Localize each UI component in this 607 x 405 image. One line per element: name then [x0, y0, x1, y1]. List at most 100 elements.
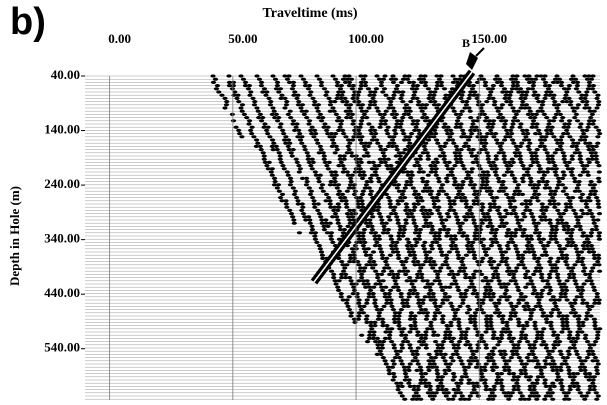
- wiggle: [327, 161, 332, 164]
- wiggle: [416, 129, 421, 132]
- wiggle: [587, 161, 592, 164]
- wiggle: [535, 186, 540, 189]
- wiggle: [366, 87, 371, 90]
- wiggle: [440, 183, 445, 186]
- wiggle: [597, 238, 602, 241]
- wiggle: [364, 183, 369, 186]
- wiggle: [388, 100, 393, 103]
- wiggle: [471, 250, 476, 253]
- wiggle: [490, 369, 495, 372]
- wiggle: [536, 394, 541, 397]
- wiggle: [396, 314, 401, 317]
- wiggle: [456, 289, 461, 292]
- wiggle: [319, 119, 324, 122]
- wiggle: [551, 161, 556, 164]
- wiggle: [339, 260, 344, 263]
- wiggle: [491, 119, 496, 122]
- wiggle: [340, 193, 345, 196]
- wiggle: [447, 334, 452, 337]
- wiggle: [592, 222, 597, 225]
- wiggle: [489, 225, 494, 228]
- wiggle: [431, 94, 436, 97]
- wiggle: [414, 241, 419, 244]
- wiggle: [470, 241, 475, 244]
- wiggle: [424, 183, 429, 186]
- wiggle: [416, 346, 421, 349]
- wiggle: [557, 298, 562, 301]
- wiggle: [387, 330, 392, 333]
- wiggle: [369, 126, 374, 129]
- wiggle: [542, 398, 547, 401]
- wiggle: [383, 119, 388, 122]
- wiggle: [451, 199, 456, 202]
- wiggle: [358, 138, 363, 141]
- wiggle: [286, 113, 291, 116]
- wiggle: [567, 334, 572, 337]
- wiggle: [562, 174, 567, 177]
- wiggle: [485, 170, 490, 173]
- wiggle: [335, 81, 340, 84]
- wiggle: [370, 228, 375, 231]
- wiggle: [350, 87, 355, 90]
- wiggle: [258, 145, 263, 148]
- wiggle: [379, 84, 384, 87]
- wiggle: [525, 270, 530, 273]
- wiggle: [377, 180, 382, 183]
- wiggle: [460, 183, 465, 186]
- wiggle: [451, 142, 456, 145]
- wiggle: [453, 282, 458, 285]
- wiggle: [595, 135, 600, 138]
- wiggle: [438, 74, 443, 77]
- wiggle: [570, 266, 575, 269]
- wiggle: [552, 385, 557, 388]
- wiggle: [582, 359, 587, 362]
- wiggle: [474, 391, 479, 394]
- wiggle: [449, 305, 454, 308]
- wiggle: [575, 372, 580, 375]
- wiggle: [280, 164, 285, 167]
- wiggle: [350, 122, 355, 125]
- wiggle: [596, 100, 601, 103]
- wiggle: [490, 122, 495, 125]
- wiggle: [590, 247, 595, 250]
- wiggle: [334, 113, 339, 116]
- y-tick-label: 340.00: [44, 231, 80, 246]
- wiggle: [548, 129, 553, 132]
- wiggle: [584, 302, 589, 305]
- wiggle: [387, 218, 392, 221]
- wiggle: [446, 266, 451, 269]
- wiggle: [416, 388, 421, 391]
- wiggle: [443, 218, 448, 221]
- wiggle: [359, 161, 364, 164]
- wiggle: [577, 126, 582, 129]
- wiggle: [487, 186, 492, 189]
- wiggle: [415, 292, 420, 295]
- wiggle: [565, 126, 570, 129]
- wiggle: [460, 193, 465, 196]
- wiggle: [334, 174, 339, 177]
- wiggle: [421, 170, 426, 173]
- wiggle: [485, 212, 490, 215]
- wiggle: [425, 279, 430, 282]
- wiggle: [439, 250, 444, 253]
- wiggle: [387, 334, 392, 337]
- wiggle: [355, 295, 360, 298]
- wiggle: [583, 135, 588, 138]
- wiggle: [578, 154, 583, 157]
- wiggle: [306, 87, 311, 90]
- wiggle: [577, 180, 582, 183]
- wiggle: [278, 158, 283, 161]
- wiggle: [254, 106, 259, 109]
- wiggle: [399, 94, 404, 97]
- wiggle: [554, 174, 559, 177]
- wiggle: [584, 394, 589, 397]
- wiggle: [327, 199, 332, 202]
- wiggle: [312, 100, 317, 103]
- wiggle: [371, 250, 376, 253]
- wiggle: [433, 340, 438, 343]
- wiggle: [565, 225, 570, 228]
- wiggle: [412, 324, 417, 327]
- wiggle: [471, 218, 476, 221]
- wiggle: [544, 254, 549, 257]
- wiggle: [594, 145, 599, 148]
